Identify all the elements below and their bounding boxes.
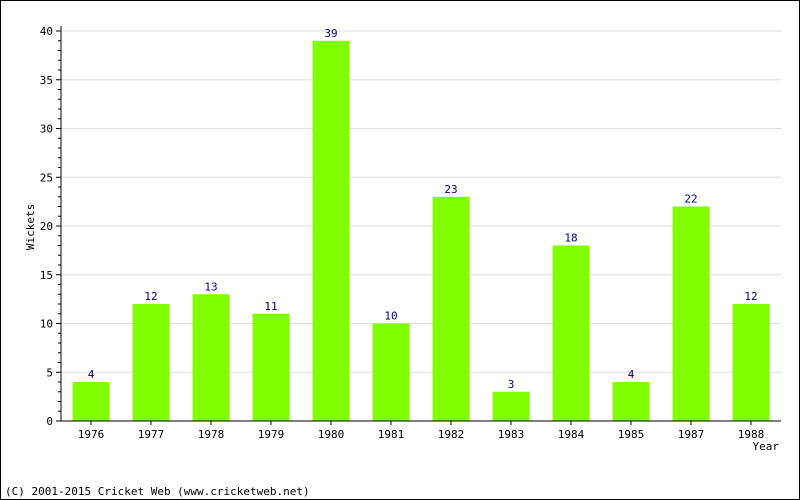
copyright-text: (C) 2001-2015 Cricket Web (www.cricketwe… [5,485,310,498]
data-label-1984: 18 [564,232,577,245]
x-tick-label-1984: 1984 [558,428,585,441]
x-axis-title: Year [753,440,780,453]
y-tick-label: 0 [46,415,53,428]
data-label-1985: 4 [628,368,635,381]
bars [72,40,770,421]
labels: 0 5 10 15 20 25 30 35 40 4 1976 12 1977 13 1978 11 1979 3… [40,25,765,441]
x-tick-label-1978: 1978 [198,428,225,441]
data-label-1980: 39 [324,27,337,40]
x-tick-label-1982: 1982 [438,428,465,441]
data-label-1982: 23 [444,183,457,196]
bar-1979 [252,313,290,421]
data-label-1987: 22 [684,193,697,206]
data-label-1983: 3 [508,378,515,391]
bar-1980 [312,40,350,421]
y-tick-label: 25 [40,171,53,184]
bar-1988 [732,304,770,421]
data-label-1979: 11 [264,300,277,313]
x-tick-label-1981: 1981 [378,428,405,441]
bar-1984 [552,245,590,421]
x-tick-label-1985: 1985 [618,428,645,441]
bar-1987 [672,206,710,421]
bar-1983 [492,391,530,421]
x-tick-label-1980: 1980 [318,428,345,441]
data-label-1976: 4 [88,368,95,381]
y-tick-label: 20 [40,220,53,233]
y-tick-label: 15 [40,269,53,282]
bar-1976 [72,382,110,421]
bar-1977 [132,304,170,421]
x-tick-label-1979: 1979 [258,428,285,441]
data-label-1981: 10 [384,310,397,323]
x-tick-label-1976: 1976 [78,428,105,441]
bar-1981 [372,323,410,421]
x-tick-label-1983: 1983 [498,428,525,441]
x-tick-label-1988: 1988 [738,428,765,441]
bar-1985 [612,382,650,421]
y-tick-label: 35 [40,74,53,87]
grid-lines [61,30,781,373]
bar-1978 [192,294,230,421]
data-label-1977: 12 [144,290,157,303]
x-tick-label-1977: 1977 [138,428,165,441]
x-tick-label-1987: 1987 [678,428,705,441]
data-label-1988: 12 [744,290,757,303]
data-label-1978: 13 [204,280,217,293]
y-tick-label: 5 [46,366,53,379]
bar-1982 [432,196,470,421]
y-tick-label: 30 [40,123,53,136]
axes [56,26,781,425]
y-tick-label: 40 [40,25,53,38]
y-tick-label: 10 [40,318,53,331]
y-axis-title: Wickets [24,204,37,250]
